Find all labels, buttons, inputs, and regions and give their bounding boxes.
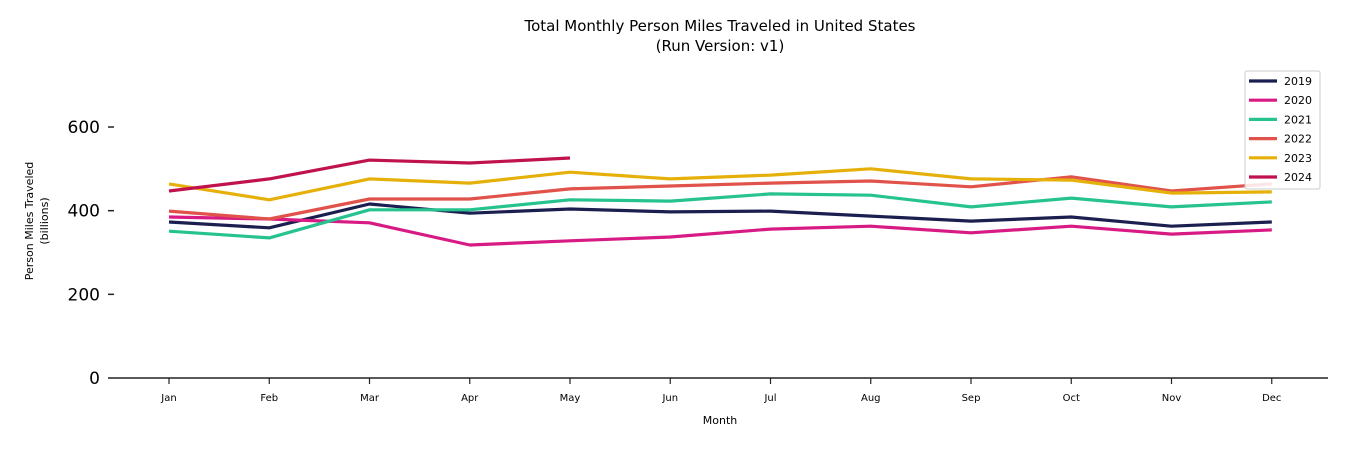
y-axis-unit: (billions): [38, 197, 51, 244]
x-tick-label: Jul: [763, 393, 776, 404]
series-line-2019: [168, 202, 1272, 230]
x-axis: Jan Feb Mar Apr May Jun Jul Aug Sep Oct Nov Dec: [160, 378, 1281, 404]
series-line-2021: [168, 192, 1272, 240]
legend-label-2023: 2023: [1284, 152, 1312, 165]
legend-label-2021: 2021: [1284, 113, 1312, 126]
legend-label-2020: 2020: [1284, 94, 1312, 107]
x-tick-label: Oct: [1063, 393, 1080, 404]
x-tick-label: Dec: [1262, 393, 1281, 404]
series-line-2024: [168, 156, 571, 193]
series-line-2020: [168, 215, 1272, 247]
series-line-2022: [168, 175, 1272, 221]
x-tick-label: Jan: [160, 393, 176, 404]
legend-label-2022: 2022: [1284, 133, 1312, 146]
legend: 2019 2020 2021 2022 2023 2024: [1244, 70, 1321, 190]
legend-label-2024: 2024: [1284, 171, 1312, 184]
x-tick-label: Jun: [661, 393, 678, 404]
series-lines: [168, 156, 1272, 247]
chart-title: Total Monthly Person Miles Traveled in U…: [523, 17, 915, 35]
x-tick-label: May: [560, 393, 581, 404]
series-line-2023: [168, 167, 1272, 202]
x-tick-label: Mar: [360, 393, 380, 404]
x-tick-label: Feb: [260, 393, 278, 404]
x-tick-label: Aug: [861, 393, 881, 404]
y-tick-label: 400: [68, 202, 100, 222]
y-axis-label: Person Miles Traveled: [23, 162, 36, 281]
y-tick-label: 200: [68, 285, 100, 305]
y-tick-label: 600: [68, 118, 100, 138]
chart-subtitle: (Run Version: v1): [656, 37, 785, 55]
x-tick-label: Apr: [461, 393, 479, 404]
y-axis: 0 200 400 600: [68, 118, 114, 389]
x-tick-label: Sep: [962, 393, 981, 404]
legend-label-2019: 2019: [1284, 75, 1312, 88]
x-tick-label: Nov: [1162, 393, 1182, 404]
x-axis-label: Month: [703, 414, 738, 427]
y-tick-label: 0: [89, 369, 100, 389]
